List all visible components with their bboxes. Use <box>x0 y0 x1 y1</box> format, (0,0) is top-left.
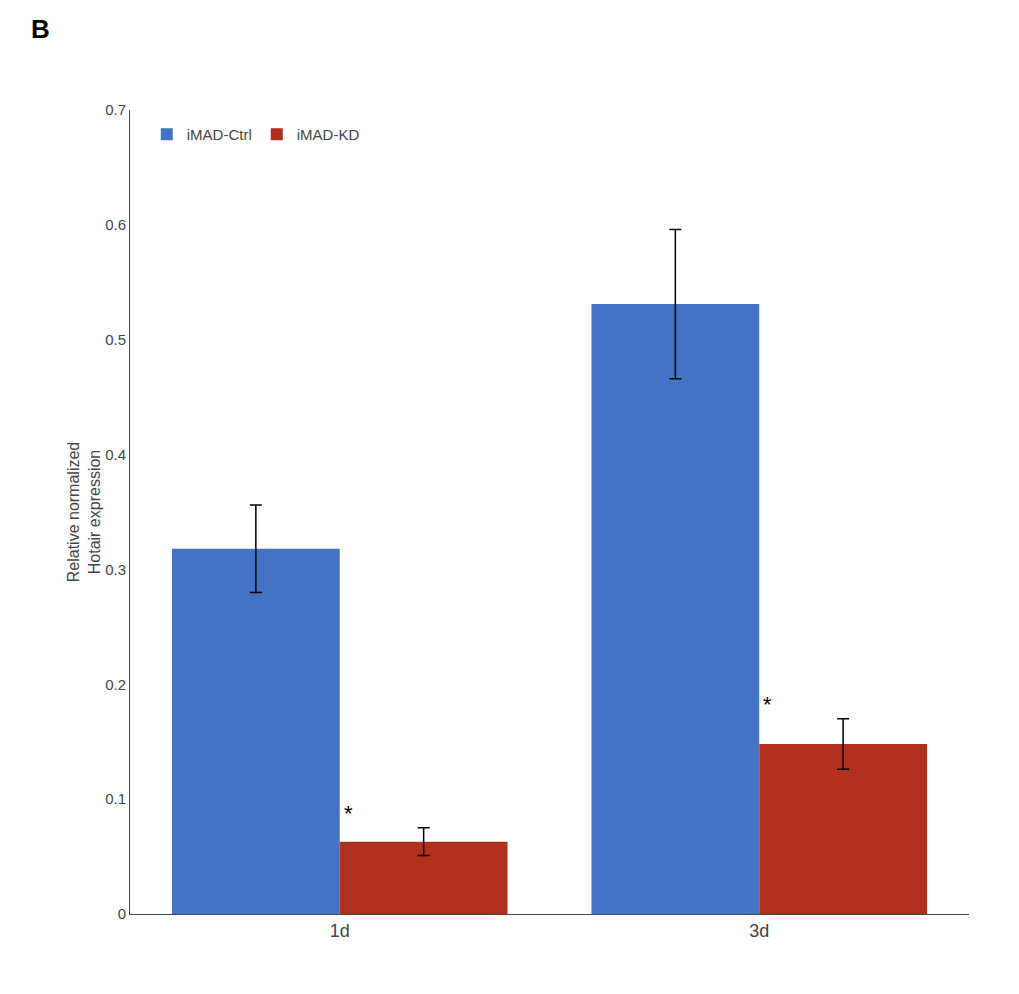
svg-text:0.5: 0.5 <box>105 331 126 348</box>
svg-text:Relative normalizedHotair expr: Relative normalizedHotair expression <box>65 442 103 583</box>
svg-text:1d: 1d <box>330 921 350 941</box>
svg-text:iMAD-KD: iMAD-KD <box>297 126 360 143</box>
svg-text:0.6: 0.6 <box>105 216 126 233</box>
svg-text:0.3: 0.3 <box>105 561 126 578</box>
svg-text:iMAD-Ctrl: iMAD-Ctrl <box>187 126 252 143</box>
svg-text:0.2: 0.2 <box>105 676 126 693</box>
svg-text:0.4: 0.4 <box>105 446 126 463</box>
svg-text:*: * <box>344 801 353 826</box>
svg-text:0.7: 0.7 <box>105 101 126 118</box>
svg-text:B: B <box>31 14 50 44</box>
svg-text:0.1: 0.1 <box>105 790 126 807</box>
svg-text:*: * <box>763 692 772 717</box>
svg-text:3d: 3d <box>749 921 769 941</box>
svg-text:0: 0 <box>118 905 126 922</box>
